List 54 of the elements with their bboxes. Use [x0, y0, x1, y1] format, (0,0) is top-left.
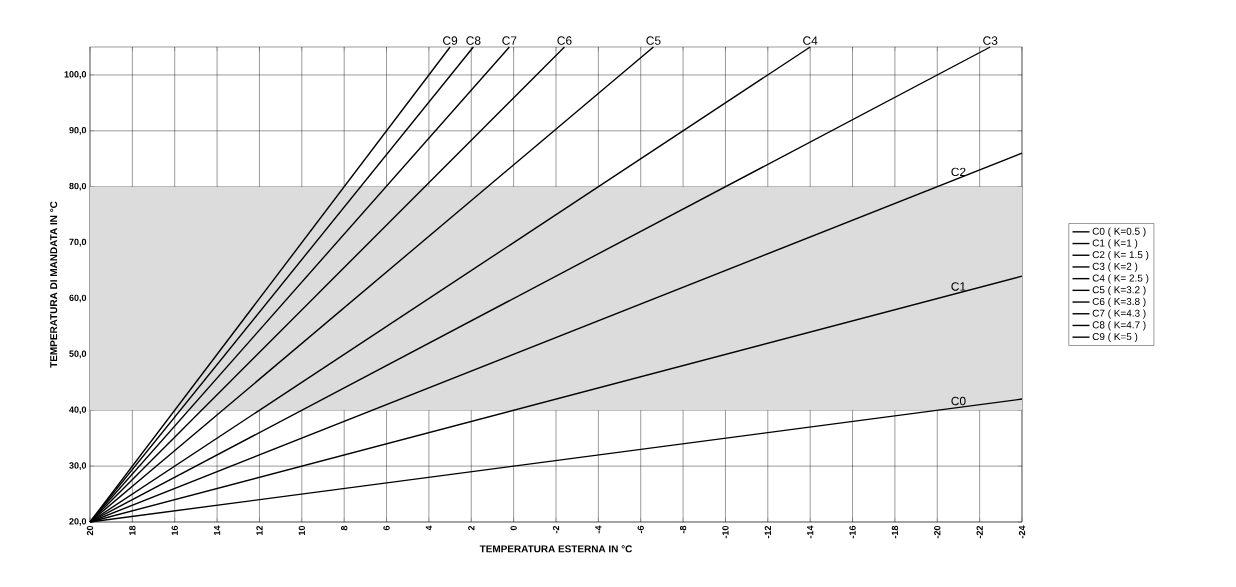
x-tick-label: 10 — [298, 525, 305, 535]
annotation: C1 — [951, 282, 966, 291]
y-tick-label: 20,0 — [69, 518, 87, 526]
x-tick-label: 0 — [510, 525, 517, 531]
x-tick-label: -2 — [552, 525, 560, 534]
x-tick-label: -24 — [1018, 525, 1026, 539]
y-tick-label: 100,0 — [64, 71, 87, 79]
x-tick-label: 14 — [213, 525, 221, 535]
legend-label: C2 ( K= 1.5 ) — [1092, 250, 1149, 261]
legend-label: C3 ( K=2 ) — [1092, 262, 1138, 272]
x-tick-label: -16 — [849, 525, 856, 539]
y-axis-title: TEMPERATURA DI MANDATA IN °C — [50, 201, 58, 368]
legend-label: C9 ( K=5 ) — [1092, 332, 1138, 343]
legend-label: C4 ( K= 2.5 ) — [1092, 274, 1149, 284]
x-tick-label: 18 — [129, 525, 136, 535]
x-tick-label: -4 — [595, 525, 602, 534]
y-tick-label: 80,0 — [69, 182, 87, 191]
legend-label: C7 ( K=4.3 ) — [1092, 309, 1146, 319]
x-tick-label: -20 — [934, 525, 941, 539]
x-tick-label: -10 — [722, 525, 729, 539]
y-tick-label: 90,0 — [69, 126, 87, 135]
x-tick-label: -12 — [764, 525, 771, 539]
legend-label: C6 ( K=3.8 ) — [1092, 297, 1146, 307]
legend-label: C5 ( K=3.2 ) — [1092, 286, 1146, 296]
x-tick-label: -14 — [807, 525, 814, 539]
annotation: C6 — [557, 36, 572, 45]
x-tick-label: -6 — [637, 525, 644, 534]
y-tick-label: 60,0 — [69, 294, 87, 303]
y-tick-label: 30,0 — [69, 462, 87, 470]
x-tick-label: -18 — [891, 525, 899, 539]
y-tick-label: 40,0 — [69, 406, 87, 415]
x-tick-label: 12 — [256, 525, 263, 535]
x-tick-label: 6 — [383, 525, 390, 531]
x-axis-title: TEMPERATURA ESTERNA IN °C — [479, 545, 633, 553]
annotation: C7 — [502, 36, 517, 45]
x-tick-label: 20 — [86, 525, 94, 536]
x-tick-label: -22 — [976, 525, 983, 539]
annotation: C0 — [951, 396, 966, 406]
annotation: C8 — [466, 36, 481, 45]
annotation: C2 — [951, 167, 966, 177]
legend-label: C8 ( K=4.7 ) — [1092, 321, 1146, 331]
x-tick-label: 2 — [468, 525, 475, 531]
annotation: C4 — [803, 36, 818, 45]
annotation: C9 — [443, 36, 458, 45]
annotation: C3 — [983, 36, 998, 45]
x-tick-label: 4 — [425, 525, 432, 531]
x-tick-label: -8 — [679, 525, 687, 534]
legend-label: C1 ( K=1 ) — [1092, 239, 1138, 249]
y-tick-label: 70,0 — [69, 238, 87, 247]
x-tick-label: 16 — [171, 525, 178, 535]
y-tick-label: 50,0 — [69, 350, 87, 359]
legend-label: C0 ( K=0.5 ) — [1092, 227, 1146, 237]
x-tick-label: 8 — [340, 525, 348, 531]
annotation: C5 — [646, 36, 661, 45]
